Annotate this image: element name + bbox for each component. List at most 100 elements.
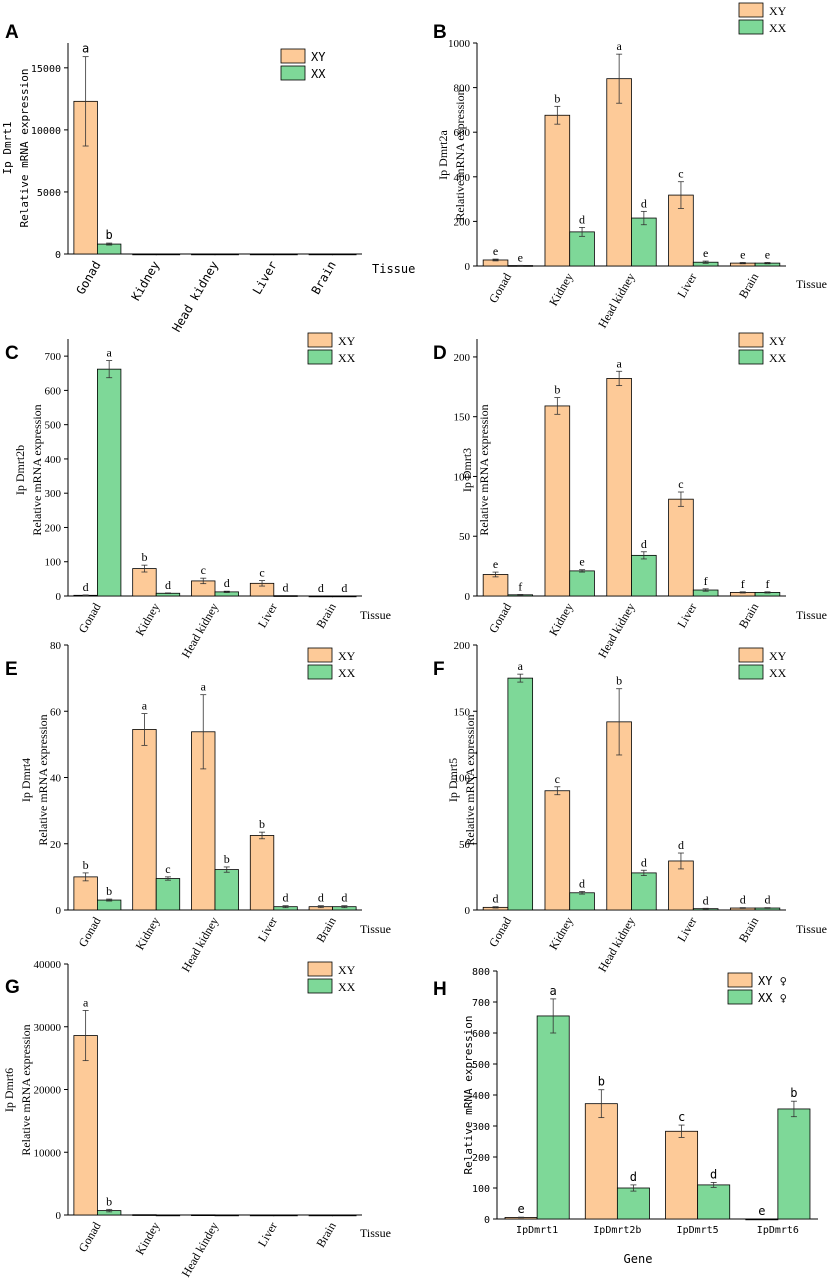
x-category-label: Kidney [546, 601, 576, 639]
y-tick-label: 600 [454, 127, 471, 139]
bar-xx [631, 872, 657, 911]
x-axis-title: Tissue [372, 262, 415, 276]
chart-panel-a: A 0 5000 10000 15000 Ip Dmrt1 Relative mRNA ex… [1, 22, 416, 334]
significance-label: d [283, 891, 289, 905]
bar-xy [132, 729, 157, 911]
chart-panel-d: D 0 50 100 150 200 Ip Dmrt3 Relative mRNA expre… [433, 332, 827, 660]
panel-letter: F [433, 659, 445, 680]
chart-panel-e: E 0 20 40 60 80 Ip Dmrt4 Relative mRNA expressi… [5, 640, 391, 974]
x-category-label: Gonad [76, 915, 104, 950]
y-axis-label: Ip Dmrt2a [436, 130, 450, 180]
significance-label: b [616, 674, 622, 688]
significance-label: d [641, 196, 647, 210]
significance-label: f [765, 577, 769, 591]
x-category-label: Liver [674, 601, 699, 631]
legend-label: XX [338, 666, 356, 680]
panel-letter: A [5, 22, 19, 43]
x-axis-title: Tissue [360, 608, 391, 622]
y-tick-label: 200 [45, 522, 62, 534]
legend: XY XX [307, 332, 356, 365]
bar-xx [569, 231, 595, 267]
x-category-label: Brain [309, 259, 339, 297]
legend-label: XX [338, 980, 356, 994]
chart-panel-f: F 0 50 100 150 200 Ip Dmrt5 Relative mRNA expre… [433, 640, 827, 974]
y-tick-label: 200 [454, 640, 471, 652]
legend-swatch-xx [738, 664, 764, 680]
y-tick-label: 10000 [34, 1147, 62, 1159]
y-axis-label: Ip Dmrt1 [1, 122, 14, 175]
significance-label: c [678, 477, 683, 491]
y-tick-label: 0 [56, 591, 62, 603]
significance-label: d [341, 581, 347, 595]
bar-xy [191, 1214, 216, 1217]
significance-label: e [765, 247, 770, 261]
significance-label: d [710, 1167, 717, 1181]
significance-label: f [704, 574, 708, 588]
bar-xx [631, 554, 657, 597]
bar-xx [332, 253, 357, 256]
x-axis-title: Tissue [796, 608, 827, 622]
y-axis-label: Relative mRNA expression [463, 714, 477, 845]
significance-label: e [740, 247, 745, 261]
x-category-label: Kidney [546, 915, 576, 953]
y-tick-label: 700 [472, 998, 490, 1009]
chart-panel-b: B 0 200 400 600 800 1000 Ip Dmrt2a Relative mRNA… [433, 2, 827, 330]
bar-xy [249, 1214, 275, 1217]
bar-xy [308, 1214, 333, 1217]
y-tick-label: 5000 [37, 188, 61, 199]
x-category-label: IpDmrt2b [593, 1225, 641, 1236]
y-tick-label: 100 [45, 557, 62, 569]
legend-label: XY [338, 649, 356, 663]
x-category-label: Gonad [486, 601, 514, 636]
x-axis-title: Gene [624, 1252, 653, 1266]
bar-xy [73, 876, 98, 911]
significance-label: b [598, 1075, 605, 1089]
y-axis-label: Ip Dmrt4 [19, 758, 33, 802]
panel-letter: C [5, 343, 19, 364]
bar-xy [606, 78, 632, 267]
x-category-label: IpDmrt6 [757, 1225, 799, 1236]
legend-swatch-xx [738, 349, 764, 365]
x-category-label: Head kidney [169, 259, 221, 335]
bar-xy [544, 790, 571, 911]
y-tick-label: 100 [472, 1184, 490, 1195]
x-category-label: Head kidney [179, 601, 222, 661]
bar-xx [569, 892, 595, 911]
bar-xx [214, 869, 239, 911]
significance-label: d [641, 855, 647, 869]
y-tick-label: 30000 [34, 1022, 62, 1034]
y-tick-label: 800 [472, 967, 490, 978]
bar-xy [73, 1035, 98, 1216]
x-category-label: Gonad [76, 601, 104, 636]
legend-swatch-xx [727, 989, 753, 1005]
bar-xy [132, 568, 157, 597]
bar-xx [155, 253, 181, 256]
x-category-label: Kidney [133, 915, 163, 953]
x-category-label: Brain [313, 1220, 338, 1250]
y-tick-label: 50 [459, 839, 471, 851]
significance-label: b [106, 1194, 112, 1208]
x-category-label: Liver [255, 915, 280, 945]
significance-label: c [259, 566, 264, 580]
significance-label: b [224, 852, 230, 866]
x-category-label: Liver [255, 601, 280, 631]
significance-label: e [493, 557, 498, 571]
significance-label: a [616, 39, 622, 53]
bar-xy [584, 1103, 618, 1220]
bar-xy [544, 405, 571, 597]
y-axis-label: Relative mRNA expression [19, 1024, 33, 1155]
significance-label: e [517, 1202, 524, 1216]
bar-xy [132, 253, 157, 256]
significance-label: b [554, 383, 560, 397]
bar-xx [273, 253, 298, 256]
bar-xx [155, 1214, 181, 1217]
legend-swatch-xy [307, 961, 333, 977]
chart-panel-g: G 0 10000 20000 30000 40000 Ip Dmrt6 Relative m… [2, 959, 391, 1279]
legend-swatch-xy [727, 972, 753, 988]
y-tick-label: 80 [50, 640, 62, 652]
x-category-label: Brain [313, 915, 338, 945]
bar-xy [308, 595, 333, 598]
significance-label: d [165, 578, 171, 592]
y-axis-label: Relative mRNA expression [18, 69, 31, 228]
